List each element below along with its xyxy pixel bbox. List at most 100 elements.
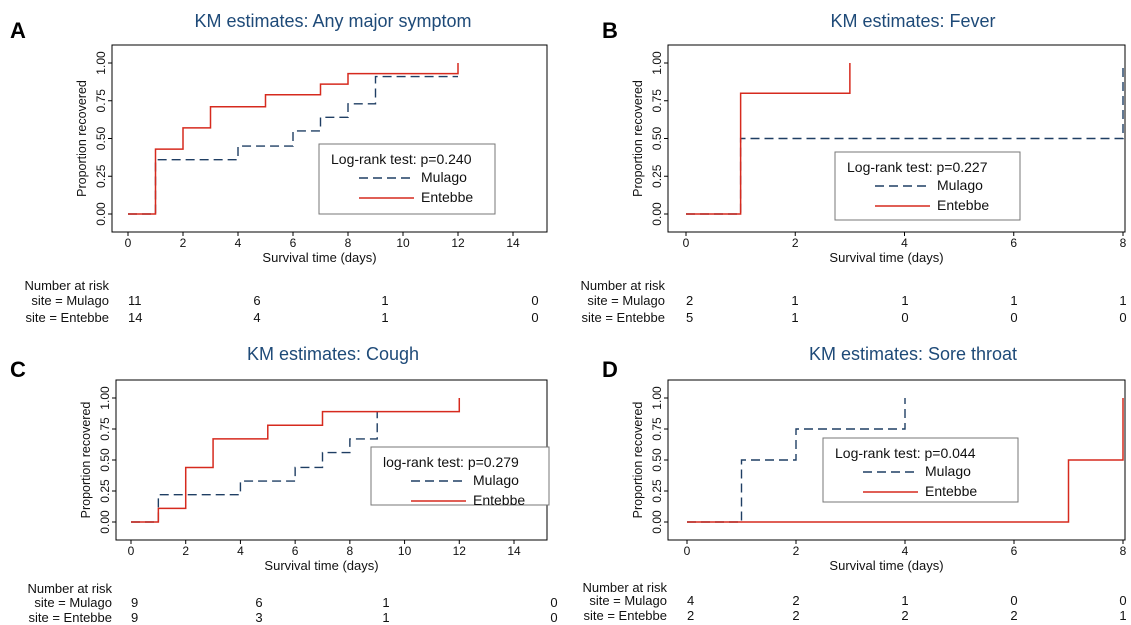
panel-letter: B — [602, 18, 618, 43]
legend-entry: Mulago — [937, 177, 983, 193]
risk-row-label: site = Mulago — [34, 595, 112, 610]
risk-table-header: Number at risk — [580, 278, 665, 293]
risk-value: 9 — [131, 610, 138, 625]
x-tick-label: 10 — [396, 236, 410, 250]
y-tick-label: 0.00 — [98, 510, 112, 534]
risk-value: 1 — [382, 610, 389, 625]
x-axis-label: Survival time (days) — [829, 250, 943, 265]
risk-value: 2 — [686, 293, 693, 308]
risk-value: 1 — [901, 293, 908, 308]
legend-box — [370, 446, 550, 506]
y-tick-label: 1.00 — [98, 386, 112, 410]
risk-value: 1 — [382, 595, 389, 610]
panel-c: C KM estimates: Cough 0.00 0.25 0.50 0.75 1.00… — [10, 344, 558, 625]
risk-value: 1 — [1010, 293, 1017, 308]
y-tick-label: 0.50 — [650, 448, 664, 472]
x-tick-label: 6 — [1011, 544, 1018, 558]
x-axis-label: Survival time (days) — [264, 558, 378, 573]
x-tick-label: 4 — [235, 236, 242, 250]
y-tick-label: 1.00 — [650, 386, 664, 410]
risk-value: 1 — [1119, 608, 1126, 623]
y-tick-label: 0.75 — [650, 89, 664, 113]
risk-value: 3 — [255, 610, 262, 625]
risk-value: 1 — [791, 293, 798, 308]
x-tick-label: 2 — [180, 236, 187, 250]
risk-value: 2 — [901, 608, 908, 623]
x-tick-label: 8 — [345, 236, 352, 250]
risk-table-header: Number at risk — [582, 580, 667, 595]
risk-value: 2 — [792, 593, 799, 608]
x-tick-label: 12 — [453, 544, 467, 558]
risk-value: 1 — [1119, 293, 1126, 308]
x-tick-label: 6 — [1010, 236, 1017, 250]
y-tick-label: 0.25 — [650, 164, 664, 188]
log-rank-test-label: log-rank test: p=0.279 — [383, 454, 519, 470]
risk-value: 0 — [1119, 593, 1126, 608]
risk-value: 1 — [791, 310, 798, 325]
panel-b: B KM estimates: Fever 0.00 0.25 0.50 0.75 1.00… — [580, 11, 1126, 325]
y-tick-label: 1.00 — [94, 51, 108, 75]
panel-letter: C — [10, 357, 26, 382]
risk-row-label: site = Mulago — [587, 293, 665, 308]
y-tick-label: 1.00 — [650, 51, 664, 75]
risk-value: 1 — [901, 593, 908, 608]
risk-row-label: site = Entebbe — [584, 608, 667, 623]
series-entebbe-line — [131, 398, 461, 523]
risk-value: 0 — [1119, 310, 1126, 325]
risk-row-label: site = Entebbe — [582, 310, 665, 325]
x-tick-label: 2 — [182, 544, 189, 558]
legend-entry: Mulago — [421, 169, 467, 185]
legend-entry: Mulago — [925, 463, 971, 479]
x-tick-label: 6 — [292, 544, 299, 558]
legend-entry: Entebbe — [421, 189, 473, 205]
y-axis-label: Proportion recovered — [75, 80, 89, 197]
x-tick-label: 4 — [901, 236, 908, 250]
x-axis-label: Survival time (days) — [262, 250, 376, 265]
risk-row-label: site = Entebbe — [29, 610, 112, 625]
risk-value: 4 — [253, 310, 260, 325]
legend-box — [834, 151, 1021, 221]
chart-title: KM estimates: Fever — [830, 11, 995, 31]
risk-value: 0 — [531, 310, 538, 325]
panel-letter: D — [602, 357, 618, 382]
y-tick-label: 0.00 — [650, 510, 664, 534]
series-mulago-line — [128, 75, 458, 215]
risk-row-label: site = Mulago — [589, 593, 667, 608]
chart-title: KM estimates: Cough — [247, 344, 419, 364]
risk-value: 11 — [128, 293, 142, 308]
x-axis-label: Survival time (days) — [829, 558, 943, 573]
y-tick-label: 0.25 — [94, 164, 108, 188]
legend-entry: Entebbe — [473, 492, 525, 508]
risk-table-header: Number at risk — [27, 581, 112, 596]
series-mulago-line — [687, 398, 906, 523]
risk-value: 14 — [128, 310, 142, 325]
panel-a: A KM estimates: Any major symptom 0.00 0.25… — [10, 11, 548, 325]
y-tick-label: 0.50 — [98, 448, 112, 472]
log-rank-test-label: Log-rank test: p=0.044 — [835, 445, 976, 461]
risk-table-header: Number at risk — [24, 278, 109, 293]
risk-value: 6 — [253, 293, 260, 308]
log-rank-test-label: Log-rank test: p=0.240 — [331, 151, 472, 167]
chart-title: KM estimates: Any major symptom — [194, 11, 471, 31]
legend-entry: Entebbe — [937, 197, 989, 213]
x-tick-label: 12 — [451, 236, 465, 250]
x-tick-label: 14 — [506, 236, 520, 250]
panel-d: D KM estimates: Sore throat 0.00 0.25 0.50 0.… — [582, 344, 1126, 623]
y-tick-label: 0.25 — [98, 479, 112, 503]
plot-area — [115, 379, 548, 541]
y-tick-label: 0.50 — [94, 126, 108, 150]
series-entebbe-line — [686, 63, 851, 215]
x-tick-label: 8 — [1120, 236, 1127, 250]
risk-row-label: site = Mulago — [31, 293, 109, 308]
x-tick-label: 8 — [1120, 544, 1127, 558]
risk-value: 6 — [255, 595, 262, 610]
risk-value: 9 — [131, 595, 138, 610]
risk-value: 2 — [1010, 608, 1017, 623]
x-tick-label: 4 — [902, 544, 909, 558]
risk-value: 2 — [792, 608, 799, 623]
legend-box — [318, 143, 496, 215]
risk-value: 0 — [901, 310, 908, 325]
risk-value: 0 — [531, 293, 538, 308]
panel-letter: A — [10, 18, 26, 43]
